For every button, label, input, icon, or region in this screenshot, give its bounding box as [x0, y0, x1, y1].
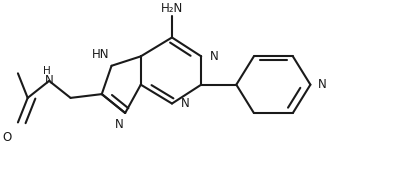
- Text: N: N: [210, 50, 219, 63]
- Text: N: N: [45, 74, 53, 87]
- Text: N: N: [318, 78, 326, 91]
- Text: N: N: [114, 118, 123, 131]
- Text: H₂N: H₂N: [161, 2, 183, 15]
- Text: N: N: [180, 97, 189, 110]
- Text: H: H: [43, 66, 51, 76]
- Text: O: O: [3, 131, 12, 144]
- Text: HN: HN: [92, 48, 110, 61]
